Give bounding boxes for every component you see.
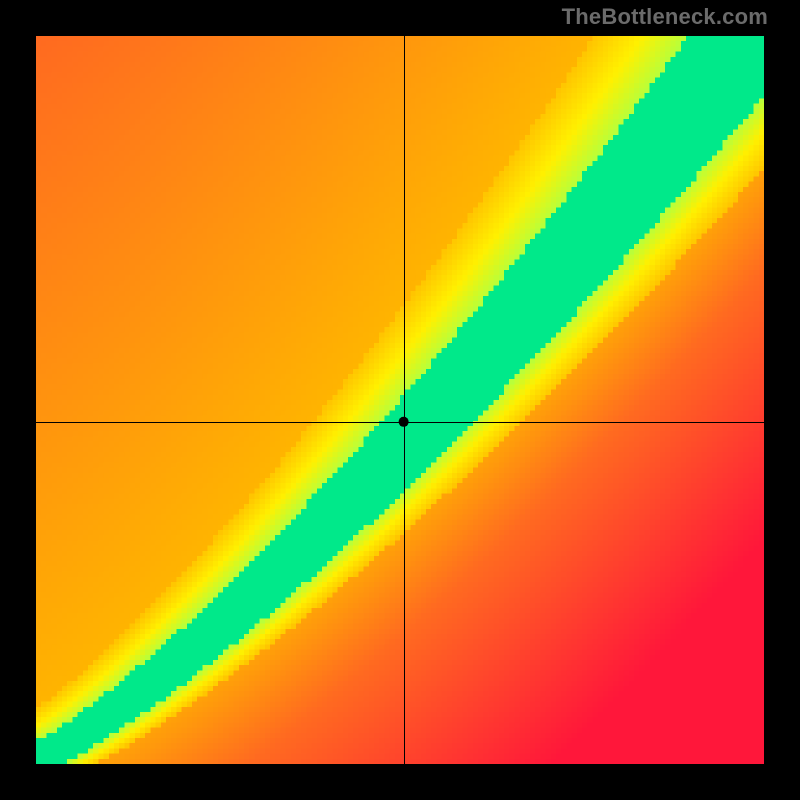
bottleneck-heatmap: [36, 36, 764, 764]
watermark-text: TheBottleneck.com: [562, 4, 768, 30]
crosshair-overlay: [36, 36, 764, 764]
stage: TheBottleneck.com: [0, 0, 800, 800]
